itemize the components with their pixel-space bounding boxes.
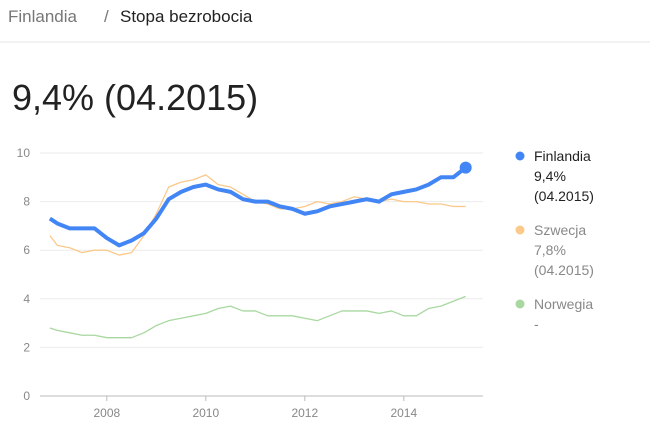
legend-name[interactable]: Norwegia	[534, 296, 593, 312]
series-line	[48, 166, 467, 248]
x-tick-label: 2010	[192, 406, 219, 420]
legend-date: (04.2015)	[534, 262, 594, 278]
x-tick-label: 2008	[93, 406, 120, 420]
x-tick-label: 2014	[390, 406, 417, 420]
y-tick-label: 2	[23, 340, 30, 354]
legend-dot[interactable]	[515, 151, 525, 161]
breadcrumb-country[interactable]: Finlandia	[8, 7, 78, 26]
legend-name[interactable]: Finlandia	[534, 148, 591, 164]
legend-dot[interactable]	[515, 225, 525, 235]
y-tick-label: 4	[23, 292, 30, 306]
breadcrumb-separator: /	[104, 7, 109, 26]
headline: 9,4% (04.2015)	[12, 77, 258, 118]
legend-date: (04.2015)	[534, 188, 594, 204]
series-line	[49, 295, 466, 339]
x-tick-label: 2012	[291, 406, 318, 420]
legend-value: -	[534, 316, 539, 332]
breadcrumb-topic: Stopa bezrobocia	[120, 7, 253, 26]
legend-value: 9,4%	[534, 168, 566, 184]
legend-name[interactable]: Szwecja	[534, 222, 586, 238]
legend-dot[interactable]	[515, 299, 525, 309]
y-tick-label: 8	[23, 195, 30, 209]
y-tick-label: 0	[23, 389, 30, 403]
legend-value: 7,8%	[534, 242, 566, 258]
y-tick-label: 6	[23, 243, 30, 257]
y-tick-label: 10	[17, 146, 31, 160]
end-point	[459, 161, 472, 174]
